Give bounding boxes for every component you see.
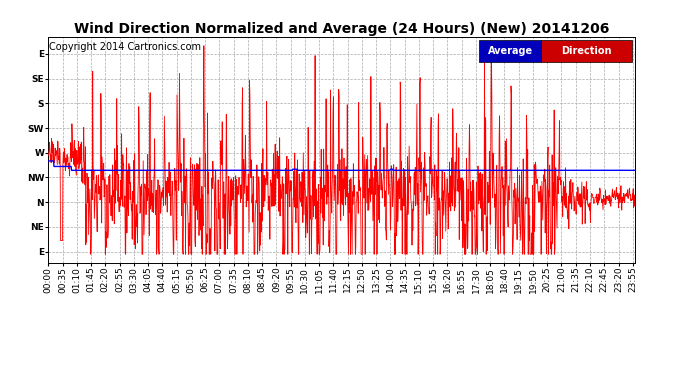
Text: Direction: Direction xyxy=(561,46,611,56)
FancyBboxPatch shape xyxy=(541,40,632,62)
Text: Copyright 2014 Cartronics.com: Copyright 2014 Cartronics.com xyxy=(50,42,201,52)
Text: Average: Average xyxy=(488,46,533,56)
Title: Wind Direction Normalized and Average (24 Hours) (New) 20141206: Wind Direction Normalized and Average (2… xyxy=(74,22,609,36)
FancyBboxPatch shape xyxy=(480,40,541,62)
